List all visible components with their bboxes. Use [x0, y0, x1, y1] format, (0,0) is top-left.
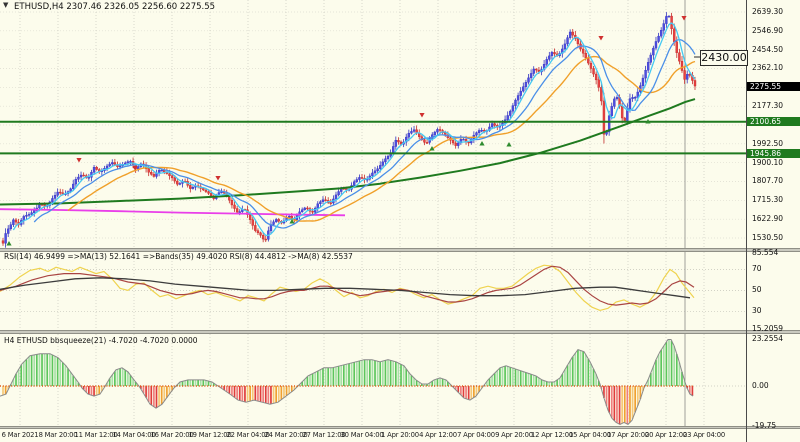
ma-flat-magenta	[0, 208, 346, 217]
buy-arrow-icon	[506, 142, 512, 147]
buy-arrow-icon	[429, 146, 435, 151]
panel-separator-main-rsi[interactable]	[0, 248, 800, 252]
buy-arrow-icon	[479, 141, 485, 146]
gridlines	[0, 0, 746, 426]
squeeze-panel-surface[interactable]	[0, 334, 746, 426]
ma-fast-cyan	[12, 22, 696, 237]
sell-arrow-icon	[681, 16, 687, 21]
time-axis[interactable]	[0, 429, 800, 442]
rsi-series	[0, 264, 695, 312]
price-axis-border	[746, 0, 747, 442]
sell-arrow-icon	[132, 166, 138, 171]
rsi-panel-surface[interactable]	[0, 252, 746, 330]
price-axis[interactable]	[747, 0, 800, 426]
panel-separator-rsi-squeeze[interactable]	[0, 330, 800, 334]
moving-averages	[0, 22, 696, 237]
main-chart-surface[interactable]	[0, 0, 746, 248]
price-annotation-label[interactable]: 2430.00	[700, 50, 748, 66]
sell-arrow-icon	[598, 36, 604, 41]
panel-separator-time-axis[interactable]	[0, 426, 800, 429]
buy-arrow-icon	[289, 219, 295, 224]
sell-arrow-icon	[419, 113, 425, 118]
squeeze-histogram	[0, 339, 694, 426]
horizontal-support-lines[interactable]	[0, 120, 746, 155]
buy-arrow-icon	[6, 241, 12, 246]
buy-arrow-icon	[645, 119, 651, 124]
sell-arrow-icon	[76, 158, 82, 163]
signal-arrows	[6, 16, 687, 246]
rsi-line-Bands(35)	[0, 277, 691, 299]
sell-arrow-icon	[215, 176, 221, 181]
ma-longterm-green	[0, 98, 696, 206]
rsi-line-MA(13)	[0, 265, 695, 306]
squeeze-envelope-line	[0, 339, 694, 426]
